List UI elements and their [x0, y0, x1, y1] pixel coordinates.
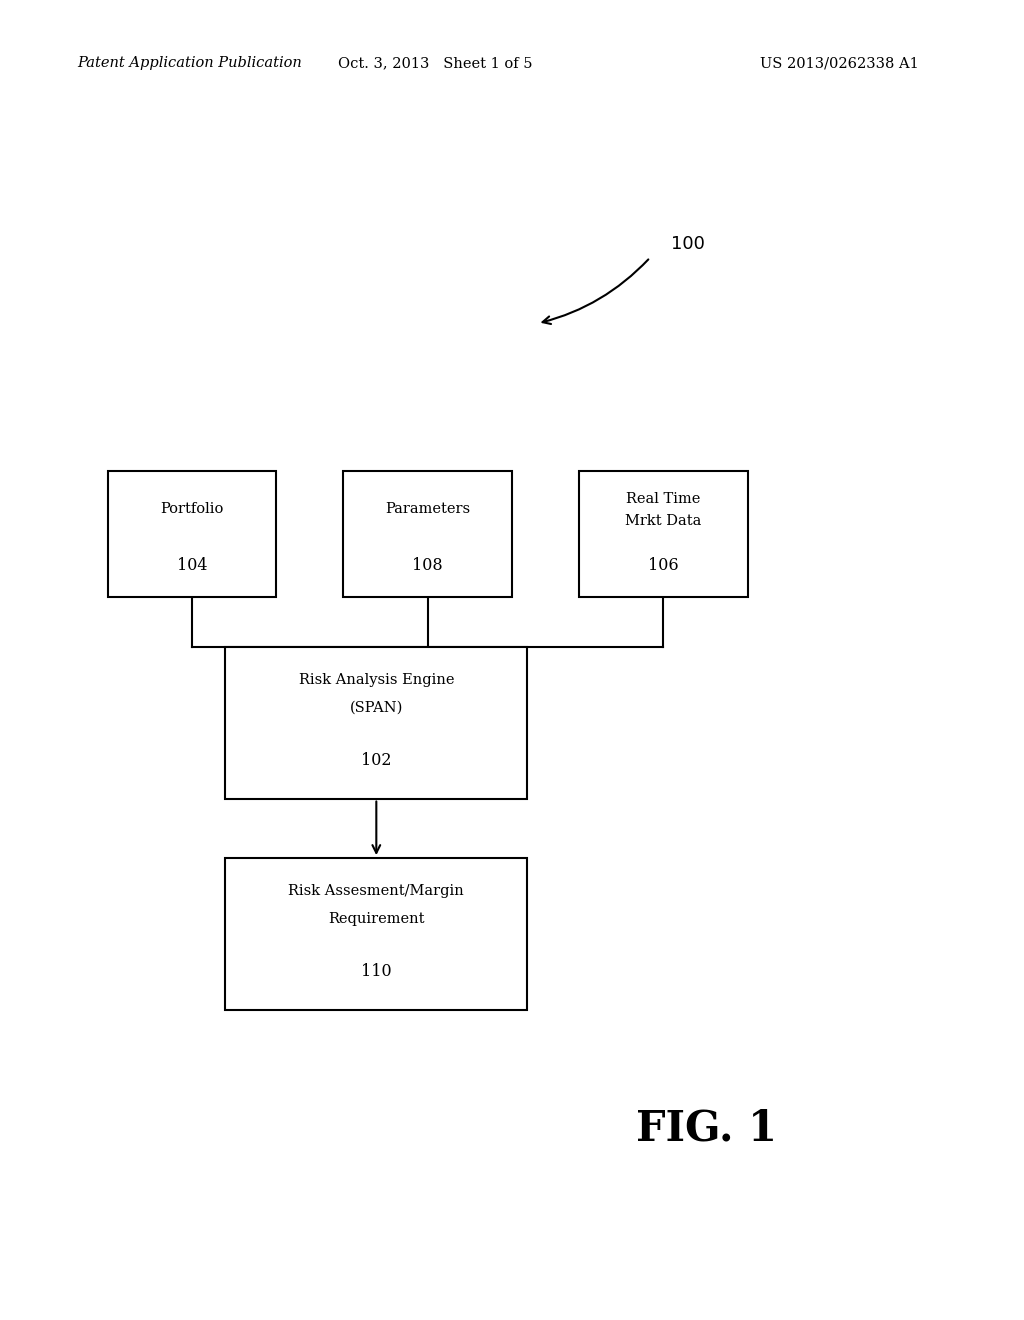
- Text: 104: 104: [177, 557, 207, 574]
- Text: Mrkt Data: Mrkt Data: [625, 515, 701, 528]
- Text: Real Time: Real Time: [626, 492, 700, 506]
- Text: 108: 108: [413, 557, 442, 574]
- Text: Requirement: Requirement: [328, 912, 425, 925]
- Text: FIG. 1: FIG. 1: [636, 1107, 777, 1150]
- Bar: [579, 471, 748, 597]
- Bar: [225, 647, 527, 799]
- Bar: [343, 471, 512, 597]
- Text: US 2013/0262338 A1: US 2013/0262338 A1: [760, 57, 920, 70]
- Text: 106: 106: [648, 557, 678, 574]
- Text: 102: 102: [361, 752, 391, 770]
- Text: Oct. 3, 2013   Sheet 1 of 5: Oct. 3, 2013 Sheet 1 of 5: [338, 57, 532, 70]
- Text: 100: 100: [671, 235, 705, 253]
- Text: Portfolio: Portfolio: [161, 502, 223, 516]
- Text: Patent Application Publication: Patent Application Publication: [77, 57, 301, 70]
- Bar: [225, 858, 527, 1010]
- Text: Parameters: Parameters: [385, 502, 470, 516]
- Bar: [108, 471, 276, 597]
- Text: (SPAN): (SPAN): [349, 701, 403, 714]
- Text: 110: 110: [361, 964, 391, 981]
- Text: Risk Assesment/Margin: Risk Assesment/Margin: [289, 884, 464, 899]
- Text: Risk Analysis Engine: Risk Analysis Engine: [299, 673, 454, 688]
